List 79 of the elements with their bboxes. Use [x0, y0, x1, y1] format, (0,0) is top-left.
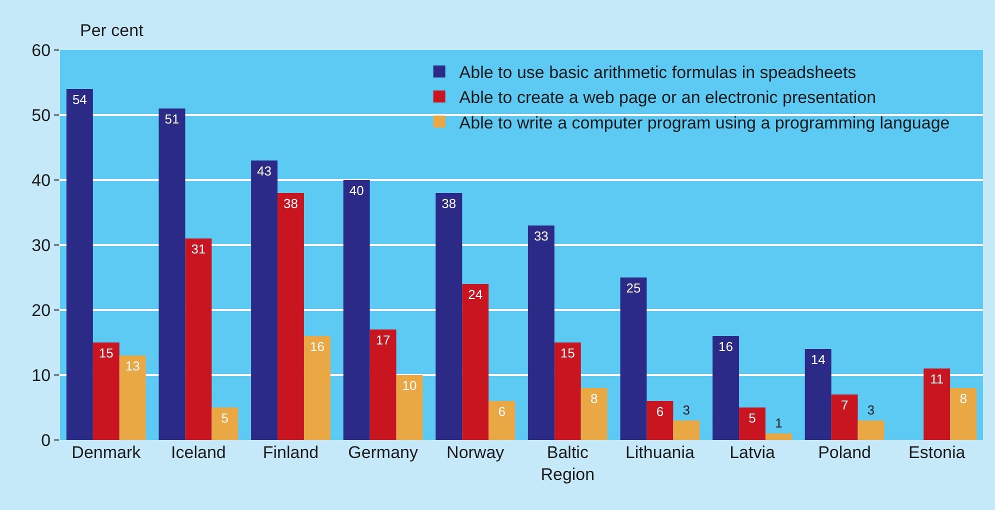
x-tick-label: Lithuania: [625, 443, 695, 462]
bar: [739, 408, 766, 440]
bar: [158, 108, 186, 440]
data-label: 16: [310, 339, 324, 354]
data-label: 6: [656, 404, 664, 419]
y-tick-label: 30: [32, 236, 51, 255]
bar: [858, 420, 884, 440]
bar: [765, 434, 792, 440]
data-label: 3: [867, 402, 875, 418]
data-label: 40: [349, 183, 364, 198]
bar: [462, 284, 489, 440]
data-label: 3: [682, 402, 690, 418]
x-tick-label: Baltic Region: [540, 443, 595, 484]
bar: [304, 336, 330, 440]
bar: [554, 342, 581, 440]
bar: [673, 420, 700, 440]
data-label: 51: [164, 112, 180, 126]
data-label: 5: [748, 410, 756, 426]
y-tick-label: 40: [32, 170, 51, 190]
data-label: 43: [257, 164, 272, 178]
legend-label: Able to create a web page or an electronic presentation: [459, 88, 876, 108]
data-label: 5: [221, 410, 229, 426]
data-label: 15: [560, 346, 575, 360]
bar: [488, 401, 516, 440]
bar: [528, 226, 554, 440]
data-label: 33: [534, 228, 548, 244]
bar: [950, 388, 977, 440]
data-label: 6: [498, 404, 506, 419]
data-label: 13: [125, 358, 140, 374]
data-label: 8: [960, 391, 967, 406]
x-tick-label: Germany: [348, 443, 418, 462]
bar: [212, 408, 238, 440]
bar: [92, 342, 120, 440]
bar: [646, 401, 674, 440]
bar: [712, 336, 740, 440]
y-axis-title: Per cent: [80, 21, 144, 40]
legend-label: Able to use basic arithmetic formulas in speadsheets: [459, 63, 856, 82]
data-label: 7: [840, 398, 848, 412]
data-label: 54: [72, 92, 87, 107]
x-tick-label: Estonia: [908, 443, 966, 462]
bar: [251, 160, 278, 440]
bar: [620, 278, 647, 440]
bar: [370, 330, 396, 440]
x-tick-label: Poland: [818, 443, 872, 462]
data-label: 15: [98, 346, 114, 360]
data-label: 14: [810, 352, 826, 367]
bar: [396, 375, 423, 440]
data-label: 10: [402, 378, 417, 393]
bar: [185, 238, 212, 440]
y-tick-label: 60: [32, 40, 51, 60]
bar: [924, 368, 950, 440]
data-label: 38: [442, 196, 456, 211]
data-label: 31: [191, 242, 206, 256]
data-label: 17: [376, 332, 390, 348]
x-tick-label: Norway: [446, 443, 505, 462]
data-label: 11: [930, 372, 944, 386]
data-label: 16: [718, 339, 734, 354]
y-tick-label: 0: [41, 430, 51, 450]
data-label: 8: [590, 391, 598, 406]
y-tick-label: 20: [32, 300, 51, 320]
bar: [436, 193, 462, 440]
data-label: 24: [468, 287, 483, 302]
bar: [66, 89, 93, 440]
y-tick-label: 50: [32, 106, 51, 125]
legend-label: Able to write a computer program using a programming language: [459, 113, 950, 132]
x-tick-label: Latvia: [730, 443, 776, 462]
bar: [343, 180, 370, 440]
bar: [831, 394, 858, 440]
bar: [804, 349, 832, 440]
data-label: 38: [284, 196, 298, 211]
bar: [580, 388, 608, 440]
x-tick-label: Iceland: [171, 443, 226, 462]
x-tick-label: Finland: [262, 443, 319, 462]
bar: [119, 356, 146, 440]
x-tick-label: Denmark: [72, 443, 142, 462]
data-label: 25: [626, 280, 641, 296]
data-label: 1: [775, 416, 782, 430]
y-tick-label: 10: [32, 366, 51, 385]
bar: [278, 193, 304, 440]
